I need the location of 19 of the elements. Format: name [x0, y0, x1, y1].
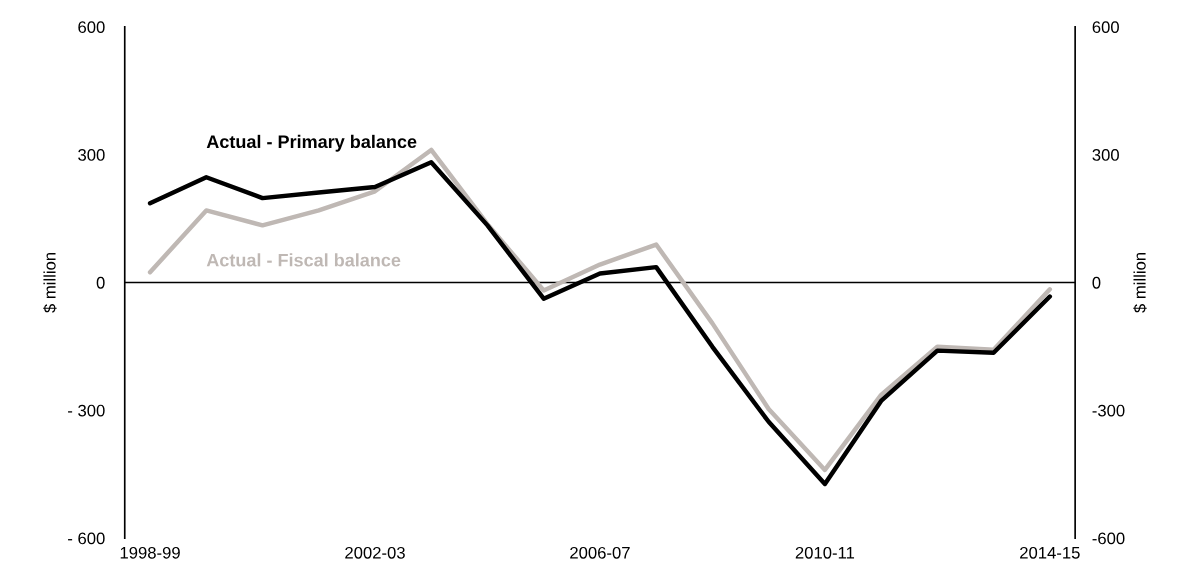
y2-tick-label: 600	[1092, 21, 1119, 34]
y2-tick-label: 0	[1092, 276, 1101, 289]
x-tick-label: 2010-11	[795, 546, 855, 559]
x-tick-label: 2014-15	[1020, 546, 1080, 559]
x-tick-label: 1998-99	[120, 546, 180, 559]
y-tick-label: 300	[78, 149, 105, 161]
y2-tick-label: -300	[1092, 404, 1125, 417]
y-tick-label: 0	[96, 276, 105, 289]
x-tick-label: 2006-07	[570, 546, 630, 559]
series-label: Actual - Fiscal balance	[206, 253, 401, 267]
y2-tick-label: 300	[1092, 149, 1119, 161]
x-tick-label: 2002-03	[345, 546, 405, 559]
y2-axis-title: $ million	[1133, 252, 1147, 313]
y-tick-label: 600	[78, 21, 105, 34]
y-tick-label: - 600	[68, 532, 105, 545]
y-axis-title: $ million	[43, 252, 57, 313]
y2-tick-label: -600	[1092, 532, 1125, 545]
series-label: Actual - Primary balance	[206, 134, 417, 152]
y-tick-label: - 300	[68, 404, 105, 417]
